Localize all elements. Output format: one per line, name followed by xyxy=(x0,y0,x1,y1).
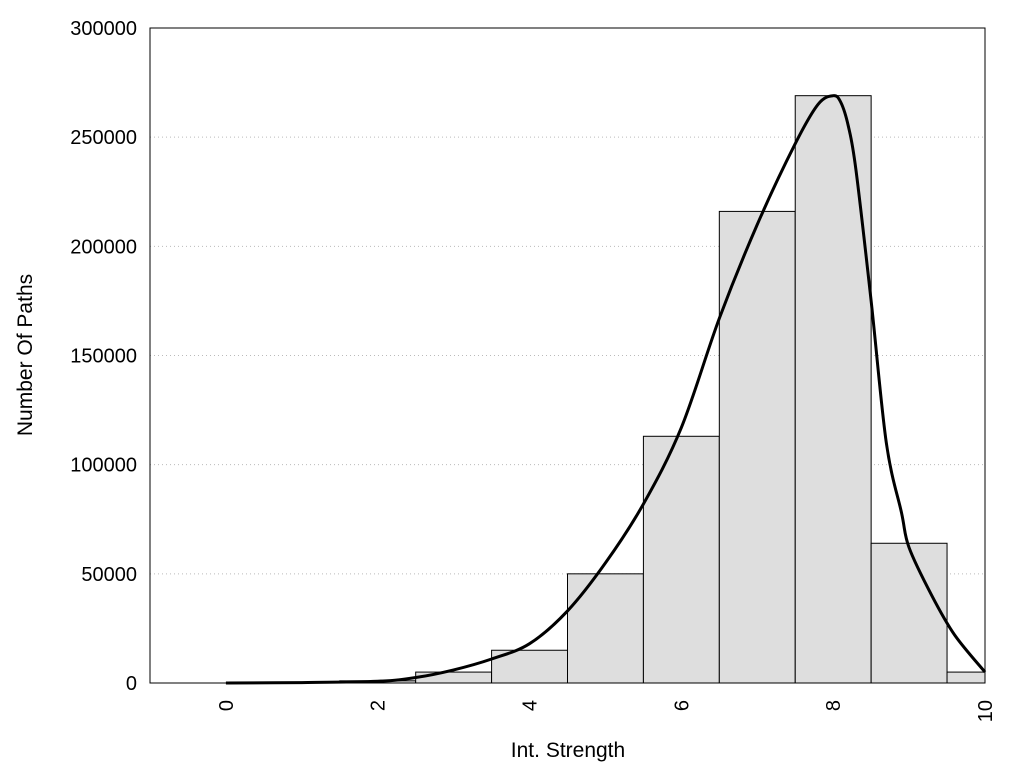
x-tick-label: 2 xyxy=(368,700,390,711)
x-axis-ticks: 0 2 4 6 8 10 xyxy=(216,700,997,722)
x-tick-label: 10 xyxy=(975,700,997,722)
bar xyxy=(718,210,796,684)
y-tick-label: 200000 xyxy=(70,236,137,258)
x-tick-label: 6 xyxy=(671,700,693,711)
bar xyxy=(946,671,986,684)
density-curve xyxy=(225,94,987,685)
y-tick-label: 0 xyxy=(126,673,137,695)
bar xyxy=(870,542,948,684)
y-tick-label: 150000 xyxy=(70,346,137,368)
y-tick-label: 250000 xyxy=(70,127,137,149)
bar xyxy=(415,671,493,684)
x-tick-label: 4 xyxy=(520,700,542,711)
bars xyxy=(339,95,986,684)
x-tick-label: 8 xyxy=(823,700,845,711)
bar xyxy=(567,573,644,684)
y-tick-label: 50000 xyxy=(81,564,137,586)
density-curve-line xyxy=(225,94,987,685)
y-axis-ticks: 0 50000 100000 150000 200000 250000 300000 xyxy=(70,18,137,695)
x-axis-label: Int. Strength xyxy=(511,739,625,762)
y-tick-label: 300000 xyxy=(70,18,137,40)
x-tick-label: 0 xyxy=(216,700,238,711)
bar xyxy=(794,95,872,684)
y-axis-label: Number Of Paths xyxy=(14,274,37,436)
plot-frame xyxy=(149,27,986,684)
bar xyxy=(642,435,720,684)
y-tick-label: 100000 xyxy=(70,455,137,477)
